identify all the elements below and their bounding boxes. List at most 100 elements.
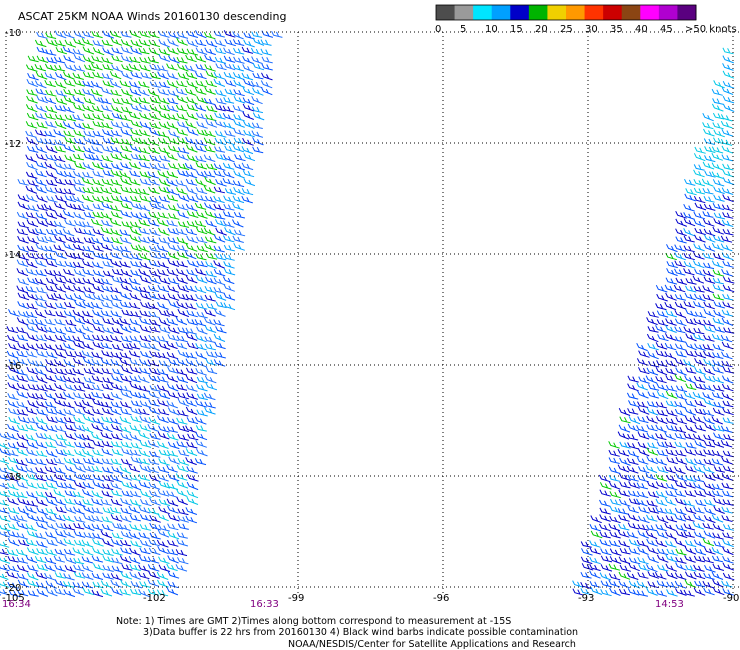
wind-barb bbox=[166, 351, 179, 360]
wind-barb bbox=[110, 573, 123, 581]
wind-barb bbox=[177, 147, 190, 154]
wind-barb bbox=[664, 301, 676, 311]
wind-barb bbox=[702, 465, 715, 474]
wind-barb bbox=[250, 80, 263, 89]
wind-barb bbox=[111, 244, 123, 253]
wind-barb bbox=[195, 178, 207, 187]
wind-barb bbox=[203, 170, 216, 178]
wind-barb bbox=[694, 268, 706, 277]
wind-barb bbox=[45, 522, 58, 531]
wind-barb bbox=[683, 523, 696, 531]
wind-barb bbox=[0, 581, 10, 588]
wind-barb bbox=[675, 524, 688, 532]
wind-barb bbox=[589, 580, 601, 588]
wind-barb bbox=[693, 458, 706, 466]
wind-barb bbox=[35, 343, 48, 351]
wind-barb bbox=[63, 474, 76, 482]
wind-barb bbox=[158, 317, 171, 327]
wind-barb bbox=[129, 187, 142, 195]
wind-barb bbox=[167, 366, 179, 374]
wind-barb bbox=[72, 95, 84, 104]
wind-barb bbox=[54, 284, 67, 293]
wind-barb bbox=[149, 104, 162, 113]
wind-barb bbox=[74, 326, 86, 335]
wind-barb bbox=[205, 367, 218, 375]
wind-barb bbox=[675, 473, 688, 482]
wind-barb bbox=[82, 245, 94, 253]
wind-barb bbox=[233, 162, 246, 171]
wind-barb bbox=[129, 571, 141, 580]
wind-barb bbox=[91, 555, 104, 563]
wind-barb bbox=[618, 514, 630, 522]
wind-barb bbox=[100, 253, 113, 261]
wind-barb bbox=[195, 268, 207, 276]
wind-barb bbox=[167, 31, 180, 39]
wind-barb bbox=[675, 449, 687, 457]
wind-barb bbox=[609, 515, 621, 524]
wind-barb bbox=[120, 46, 133, 55]
wind-barb bbox=[177, 523, 189, 530]
wind-barb bbox=[185, 332, 198, 341]
wind-barb bbox=[223, 55, 236, 63]
wind-barb bbox=[92, 284, 104, 293]
wind-barb bbox=[110, 129, 123, 137]
wind-barb bbox=[608, 579, 621, 588]
wind-barb bbox=[25, 121, 38, 129]
wind-barb bbox=[722, 366, 735, 374]
wind-barb bbox=[139, 112, 151, 121]
wind-barb bbox=[214, 213, 226, 220]
wind-barb bbox=[685, 309, 697, 317]
wind-barb bbox=[45, 481, 58, 490]
wind-barb bbox=[252, 112, 265, 121]
wind-barb bbox=[27, 383, 39, 391]
wind-barb bbox=[45, 531, 57, 539]
wind-barb bbox=[81, 547, 94, 556]
wind-barb bbox=[223, 137, 236, 146]
wind-barb bbox=[130, 310, 142, 318]
wind-barb bbox=[129, 433, 142, 442]
wind-barb bbox=[619, 416, 631, 424]
wind-barb bbox=[102, 64, 114, 71]
wind-barb bbox=[16, 228, 29, 236]
wind-barb bbox=[45, 424, 58, 432]
wind-barb bbox=[53, 489, 66, 498]
wind-barb bbox=[177, 169, 189, 177]
wind-barb bbox=[675, 530, 688, 539]
wind-barb bbox=[129, 407, 142, 415]
wind-barb bbox=[53, 202, 66, 210]
wind-barb bbox=[177, 458, 190, 466]
wind-barb bbox=[110, 286, 122, 294]
wind-barb bbox=[45, 259, 58, 268]
wind-barb bbox=[121, 309, 133, 317]
wind-barb bbox=[53, 555, 66, 563]
wind-barb bbox=[82, 88, 94, 96]
wind-barb bbox=[82, 357, 95, 366]
wind-barb bbox=[646, 317, 658, 326]
wind-barb bbox=[91, 515, 103, 523]
wind-barb bbox=[16, 400, 28, 409]
wind-barb bbox=[100, 342, 113, 350]
wind-barb bbox=[120, 390, 133, 399]
wind-barb bbox=[712, 269, 725, 277]
wind-barb bbox=[92, 440, 105, 448]
wind-barb bbox=[0, 548, 9, 556]
wind-barb bbox=[713, 497, 725, 506]
wind-barb bbox=[121, 490, 133, 498]
wind-barb bbox=[703, 195, 715, 203]
wind-barb bbox=[167, 548, 179, 556]
wind-barb bbox=[111, 587, 123, 596]
wind-barb bbox=[55, 194, 67, 203]
wind-barb bbox=[83, 237, 96, 245]
wind-barb bbox=[26, 136, 38, 146]
wind-barb bbox=[0, 474, 10, 481]
wind-barb bbox=[176, 128, 188, 136]
wind-barb bbox=[92, 309, 104, 318]
wind-barb bbox=[82, 186, 94, 194]
wind-barb bbox=[176, 532, 188, 539]
wind-barb bbox=[692, 391, 705, 400]
wind-barb bbox=[175, 368, 188, 376]
wind-barb bbox=[73, 539, 86, 547]
wind-barb bbox=[0, 507, 10, 514]
wind-barb bbox=[65, 350, 77, 358]
